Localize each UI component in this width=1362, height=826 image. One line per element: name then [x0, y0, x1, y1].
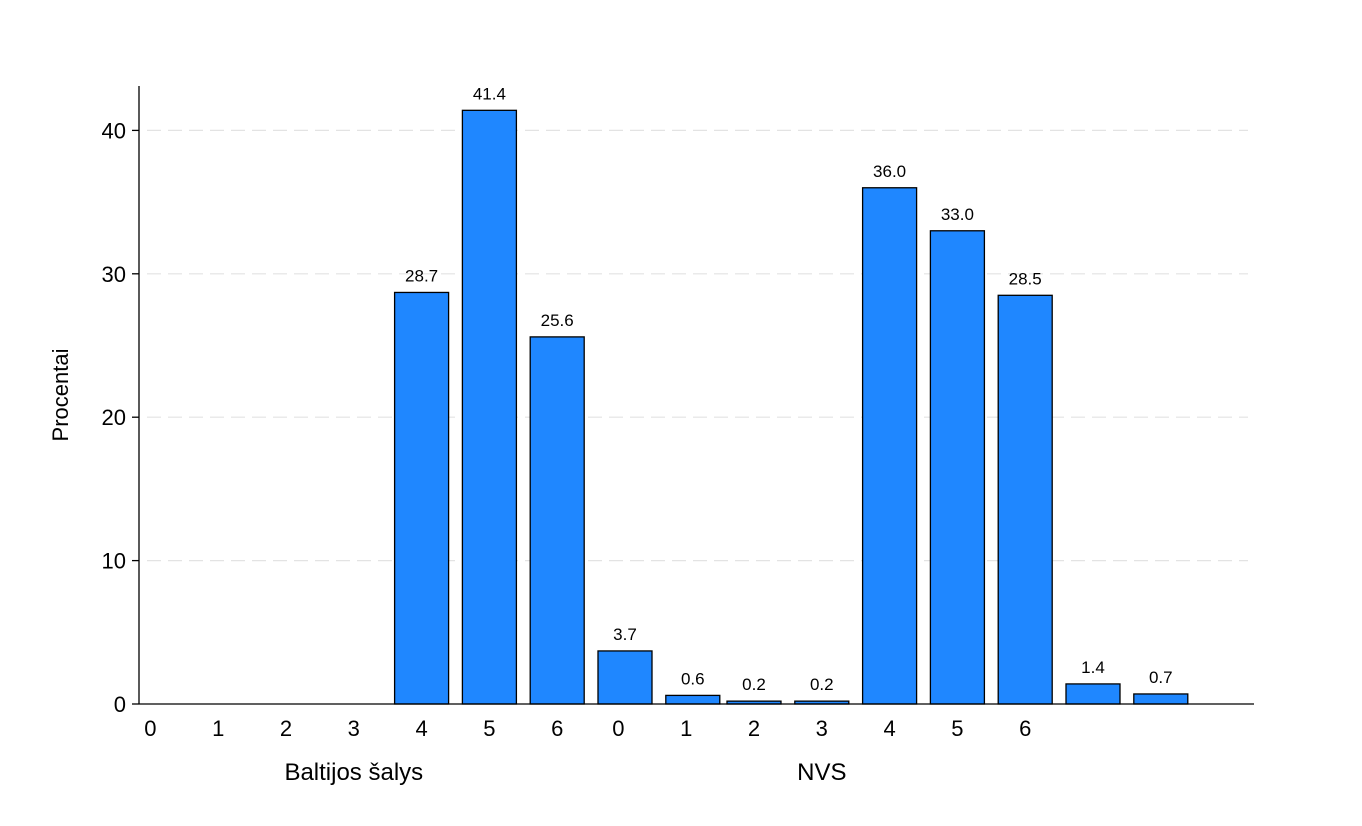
bar-layer — [393, 109, 1189, 705]
bar-value-label: 0.2 — [742, 675, 766, 694]
bar — [597, 650, 653, 705]
x-tick-label: 4 — [883, 716, 895, 741]
group-label: NVS — [797, 759, 846, 786]
x-tick-label: 0 — [612, 716, 624, 741]
x-tick-label: 6 — [551, 716, 563, 741]
bar-value-label: 36.0 — [873, 162, 906, 181]
y-axis-label: Procentai — [48, 349, 73, 442]
x-tick-label: 5 — [483, 716, 495, 741]
y-tick-label: 10 — [102, 549, 126, 574]
grid-layer — [147, 129, 1248, 562]
x-tick-label: 1 — [212, 716, 224, 741]
bar-value-label: 0.7 — [1149, 668, 1173, 687]
bar — [929, 230, 986, 705]
x-tick-label: 1 — [680, 716, 692, 741]
x-tick-label: 5 — [951, 716, 963, 741]
bar — [861, 187, 918, 705]
x-tick-label: 3 — [348, 716, 360, 741]
bar-value-label: 28.5 — [1009, 269, 1042, 288]
bar-value-label: 33.0 — [941, 205, 974, 224]
x-tick-label: 4 — [415, 716, 427, 741]
bar-value-label: 3.7 — [613, 625, 637, 644]
bar-value-label: 1.4 — [1081, 658, 1105, 677]
x-tick-label: 3 — [816, 716, 828, 741]
x-tick-label: 2 — [748, 716, 760, 741]
bar — [529, 336, 585, 705]
bar-value-label: 0.2 — [810, 675, 834, 694]
y-tick-label: 40 — [102, 118, 126, 143]
bar — [665, 694, 721, 705]
bar — [393, 291, 450, 705]
y-tick-label: 20 — [102, 405, 126, 430]
x-tick-label: 2 — [280, 716, 292, 741]
bar — [1133, 693, 1189, 705]
y-tick-label: 30 — [102, 262, 126, 287]
bar-value-label: 25.6 — [541, 311, 574, 330]
bar-value-label: 41.4 — [473, 84, 506, 103]
bar — [461, 109, 518, 705]
y-tick-layer: 0 10 20 30 40 — [102, 118, 139, 717]
bar — [997, 294, 1053, 705]
y-tick-label: 0 — [114, 692, 126, 717]
x-tick-label: 6 — [1019, 716, 1031, 741]
x-tick-label: 0 — [144, 716, 156, 741]
group-label: Baltijos šalys — [284, 759, 423, 786]
bar-value-label: 28.7 — [405, 266, 438, 285]
bar-value-label: 0.6 — [681, 669, 705, 688]
bar — [1065, 683, 1121, 705]
